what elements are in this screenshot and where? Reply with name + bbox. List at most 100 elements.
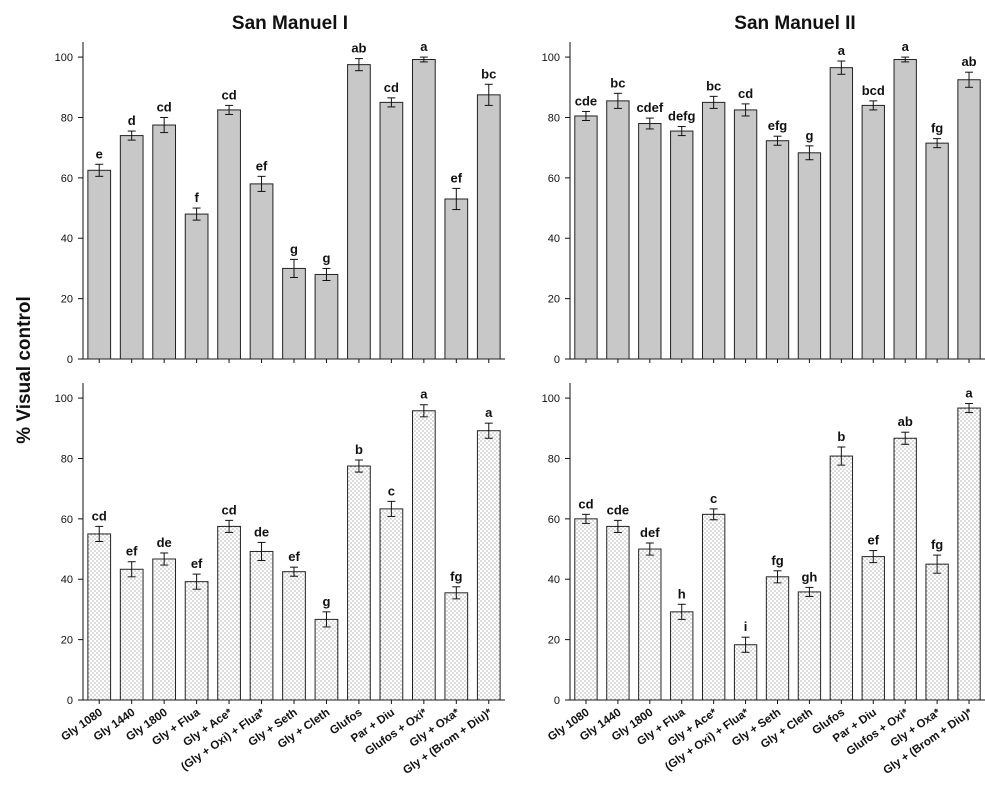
bar (829, 67, 854, 360)
bar (638, 548, 662, 701)
bar (606, 100, 630, 360)
bar (444, 198, 469, 360)
bar (476, 430, 501, 701)
bar (411, 59, 436, 360)
bar (152, 124, 177, 360)
y-tick-label: 60 (61, 514, 73, 526)
y-tick-label: 20 (548, 635, 560, 647)
significance-label: de (157, 535, 172, 550)
significance-label: a (485, 405, 493, 420)
bar (184, 213, 209, 360)
significance-label: bc (610, 75, 625, 90)
bar (347, 465, 371, 701)
bar (217, 109, 241, 360)
bar (574, 518, 598, 701)
bar (925, 563, 949, 701)
bar (893, 59, 917, 360)
significance-label: a (902, 39, 910, 54)
bar (925, 142, 949, 360)
bar (829, 455, 854, 701)
bar (411, 410, 436, 701)
significance-label: cd (384, 80, 399, 95)
significance-label: fg (771, 553, 783, 568)
bar (119, 135, 144, 360)
y-tick-label: 60 (548, 514, 560, 526)
bar (87, 533, 112, 701)
y-tick-label: 20 (61, 635, 73, 647)
y-axis-label: % Visual control (14, 296, 35, 443)
y-tick-label: 0 (67, 354, 73, 366)
bar (152, 558, 177, 701)
bar (217, 525, 241, 701)
significance-label: g (805, 128, 813, 143)
significance-label: g (290, 241, 298, 256)
bar (87, 169, 112, 360)
y-tick-label: 40 (61, 233, 73, 245)
y-tick-label: 40 (548, 574, 560, 586)
bar (733, 644, 758, 701)
y-tick-label: 0 (554, 695, 560, 707)
bar (282, 571, 306, 701)
y-tick-label: 60 (61, 173, 73, 185)
bar (282, 267, 306, 360)
significance-label: gh (801, 569, 817, 584)
bar (606, 525, 630, 701)
significance-label: cde (575, 93, 597, 108)
bar (670, 611, 694, 701)
bar (476, 94, 501, 360)
significance-label: ef (191, 556, 203, 571)
bar (797, 591, 822, 701)
significance-label: a (965, 386, 973, 401)
bar (861, 104, 885, 360)
y-tick-label: 80 (548, 112, 560, 124)
panel-title: San Manuel II (734, 13, 855, 34)
y-tick-label: 40 (548, 233, 560, 245)
significance-label: ab (961, 54, 976, 69)
bar (638, 123, 662, 360)
bar (701, 101, 726, 360)
significance-label: a (420, 39, 428, 54)
bar (249, 183, 274, 360)
significance-label: bcd (862, 83, 885, 98)
bar (670, 130, 694, 360)
significance-label: ef (451, 170, 463, 185)
significance-label: e (96, 146, 103, 161)
y-tick-label: 80 (548, 453, 560, 465)
significance-label: cd (221, 87, 236, 102)
significance-label: i (744, 619, 748, 634)
bar (379, 101, 404, 360)
y-tick-label: 40 (61, 574, 73, 586)
significance-label: ef (867, 533, 879, 548)
panel-title: San Manuel I (232, 13, 348, 34)
significance-label: ab (351, 41, 366, 56)
bar (314, 273, 339, 360)
significance-label: a (420, 387, 428, 402)
significance-label: cd (92, 508, 107, 523)
significance-label: bc (481, 66, 496, 81)
panel-1: San Manuel I 0 20 40 60 80 100 e d cd f cd ef g g ab cd a… (55, 13, 505, 366)
significance-label: b (355, 442, 363, 457)
significance-label: defg (668, 109, 696, 124)
significance-label: g (322, 250, 330, 265)
significance-label: c (388, 483, 395, 498)
bar (379, 508, 404, 701)
significance-label: h (678, 586, 686, 601)
significance-label: ab (898, 414, 913, 429)
bar (765, 576, 790, 701)
significance-label: def (640, 525, 660, 540)
bar (249, 550, 274, 701)
bar (765, 140, 790, 360)
significance-label: bc (706, 78, 721, 93)
bar (957, 407, 981, 701)
y-tick-label: 0 (67, 695, 73, 707)
significance-label: fg (931, 121, 943, 136)
bar (444, 592, 469, 701)
bar (957, 79, 981, 360)
bar (314, 618, 339, 701)
significance-label: b (837, 429, 845, 444)
significance-label: g (322, 594, 330, 609)
bar (861, 556, 885, 701)
